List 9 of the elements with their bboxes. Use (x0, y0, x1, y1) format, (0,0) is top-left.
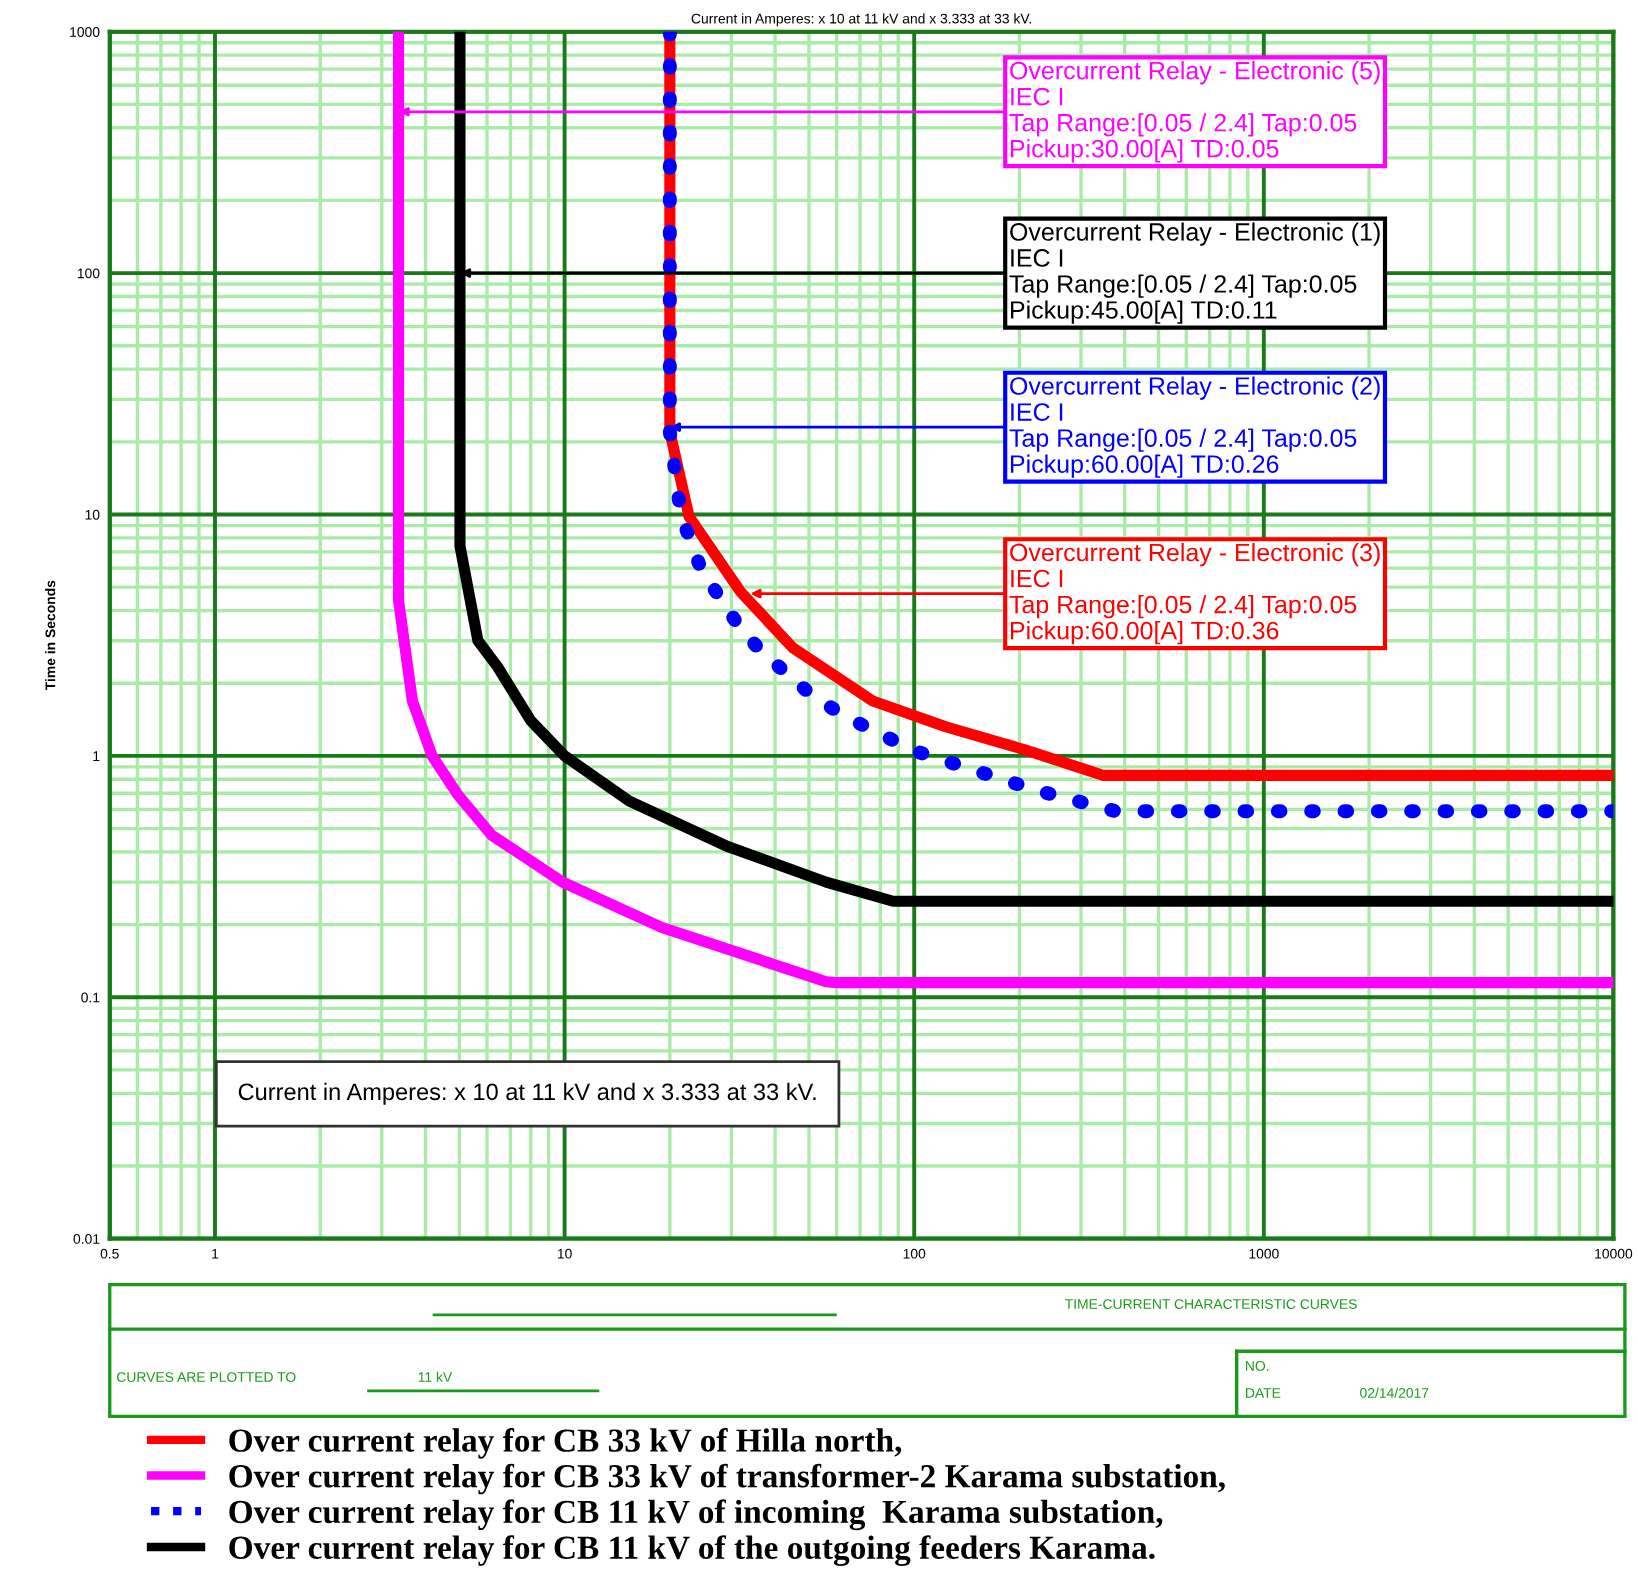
legend-label: Over current relay for CB 11 kV of the outgoing feeders Karama. (229, 1535, 1155, 1566)
legend-label: Over current relay for CB 33 kV of transformer-2 Karama substation, (229, 1463, 1225, 1495)
annotation: Overcurrent Relay - Electronic (3) IEC I Tap Range:[0.05 / 2.4] Tap:0.05 Pickup:60.00[A] TD:0.36 (1009, 542, 1380, 645)
legend-label: Over current relay for CB 11 kV of incoming Karama substation, (229, 1499, 1163, 1531)
annotation: Overcurrent Relay - Electronic (5) IEC I Tap Range:[0.05 / 2.4] Tap:0.05 Pickup:30.00[A] TD:0.05 (1009, 61, 1380, 163)
annotation: Overcurrent Relay - Electronic (1) IEC I Tap Range:[0.05 / 2.4] Tap:0.05 Pickup:45.00[A] TD:0.11 (1009, 222, 1380, 324)
legend-label: Over current relay for CB 33 kV of Hilla north, (229, 1428, 902, 1459)
annotation: Current in Amperes: x 10 at 11 kV and x 3.333 at 33 kV. (238, 1082, 816, 1105)
annotation: Overcurrent Relay - Electronic (2) IEC I Tap Range:[0.05 / 2.4] Tap:0.05 Pickup:60.00[A] TD:0.26 (1009, 376, 1380, 478)
